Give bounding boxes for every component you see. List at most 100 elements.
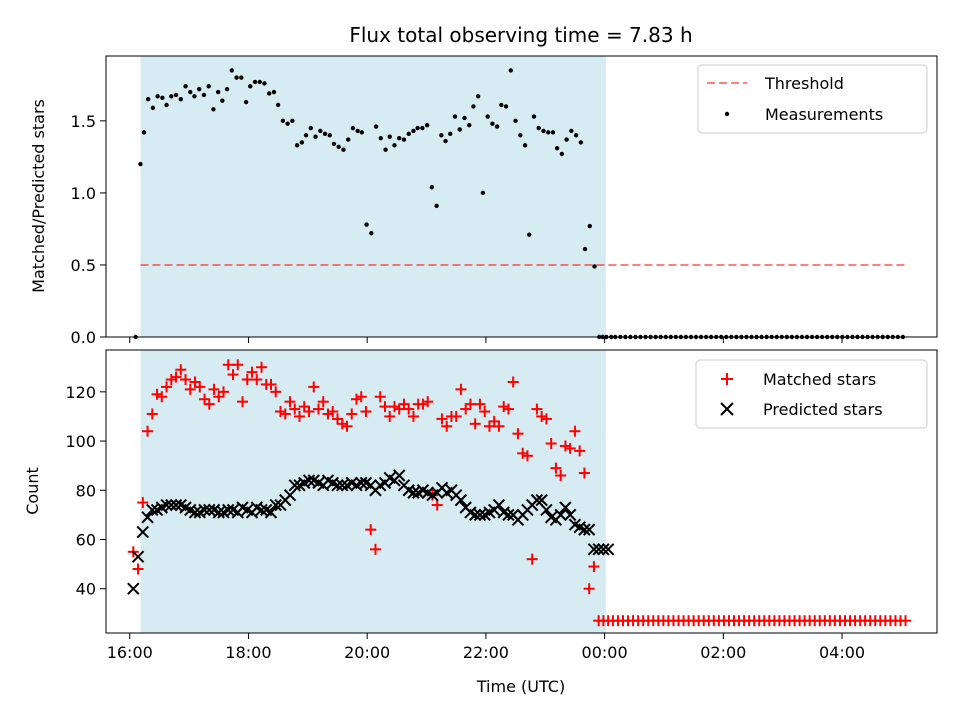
measurement-point — [434, 203, 439, 209]
matched-star-point — [555, 470, 567, 482]
matched-star-point — [142, 425, 154, 437]
measurement-point — [578, 140, 584, 145]
matched-star-point — [350, 393, 362, 405]
y-tick-label: 40 — [76, 580, 96, 599]
matched-star-point — [379, 401, 391, 413]
measurement-point — [355, 128, 360, 134]
measurement-point — [173, 92, 179, 98]
measurement-point — [267, 91, 272, 96]
matched-star-point — [574, 445, 586, 457]
predicted-star-point — [468, 508, 482, 522]
predicted-star-point — [355, 476, 368, 490]
predicted-star-point — [393, 469, 406, 482]
measurement-point — [234, 75, 239, 80]
measurement-point — [457, 127, 462, 132]
measurement-point — [531, 114, 537, 119]
measurement-point — [508, 68, 514, 73]
measurement-point — [318, 128, 323, 134]
predicted-star-point — [264, 506, 278, 519]
predicted-star-point — [141, 511, 154, 524]
measurement-point — [327, 133, 332, 138]
x-tick-label: 00:00 — [582, 643, 628, 662]
measurement-point — [322, 131, 328, 137]
top-shade-span — [140, 56, 606, 337]
matched-star-point — [588, 561, 600, 573]
measurement-point — [513, 118, 518, 124]
predicted-star-point — [559, 501, 572, 514]
measurement-point — [229, 68, 235, 73]
measurement-point — [224, 86, 230, 92]
predicted-star-point — [165, 498, 178, 512]
measurement-point — [373, 124, 379, 129]
y-tick-label: 60 — [76, 530, 96, 549]
x-tick-label: 18:00 — [225, 643, 271, 662]
measurement-point — [331, 141, 337, 147]
matched-star-point — [294, 410, 306, 422]
matched-star-point — [474, 398, 486, 410]
matched-star-point — [417, 398, 429, 410]
measurement-point — [411, 128, 416, 134]
matched-star-point — [308, 381, 320, 393]
bottom-legend: Matched stars Predicted stars — [695, 359, 928, 429]
measurement-point — [299, 140, 305, 145]
predicted-star-point — [587, 543, 601, 556]
matched-star-point — [464, 398, 476, 410]
x-tick-label: 22:00 — [463, 643, 509, 662]
measurement-point — [406, 131, 411, 137]
measurement-point — [397, 135, 402, 141]
predicted-star-point — [578, 523, 591, 536]
matched-star-point — [341, 420, 353, 432]
matched-star-point — [512, 428, 524, 440]
predicted-star-point — [255, 503, 268, 517]
predicted-star-point — [535, 493, 548, 507]
predicted-star-point — [288, 479, 301, 492]
top-ylabel: Matched/Predicted stars — [29, 99, 48, 293]
matched-star-point — [275, 406, 287, 418]
matched-star-point — [237, 396, 249, 408]
measurement-point — [546, 130, 551, 135]
top-legend: Threshold Measurements — [697, 64, 928, 134]
measurement-point — [554, 146, 560, 151]
legend-threshold-label: Threshold — [764, 74, 844, 93]
measurement-point — [573, 133, 579, 138]
predicted-star-point — [597, 543, 610, 556]
measurement-point — [448, 131, 453, 137]
predicted-star-point — [188, 506, 202, 519]
predicted-star-point — [331, 479, 344, 492]
matched-star-point — [322, 408, 334, 420]
matched-star-point — [303, 406, 315, 418]
matched-star-point — [384, 410, 396, 422]
measurement-point — [392, 143, 397, 148]
matched-star-point — [545, 438, 557, 450]
measurement-point — [420, 125, 425, 131]
matched-star-point — [441, 420, 453, 432]
measurement-point — [480, 190, 486, 196]
measurement-point — [536, 125, 541, 131]
measurement-point — [271, 89, 277, 95]
measurement-point — [160, 95, 165, 100]
matched-star-point — [279, 408, 291, 420]
matched-star-point — [132, 563, 144, 575]
matched-star-point — [374, 391, 386, 403]
measurement-point — [285, 121, 290, 126]
measurement-point — [541, 128, 546, 134]
matched-star-point — [289, 403, 301, 415]
legend-measurement-label: Measurements — [765, 105, 883, 124]
measurement-point — [467, 122, 472, 128]
matched-star-point — [388, 401, 400, 413]
matched-star-point — [422, 396, 434, 408]
measurement-point — [527, 232, 532, 237]
matched-star-point — [355, 391, 367, 403]
measurement-point — [336, 144, 341, 149]
predicted-star-point — [131, 550, 145, 563]
matched-star-point — [256, 361, 268, 373]
measurement-point — [243, 99, 249, 105]
matched-star-point — [241, 374, 253, 386]
matched-star-point — [540, 413, 552, 425]
x-tick-label: 04:00 — [819, 643, 865, 662]
predicted-star-point — [127, 582, 140, 595]
y-tick-label: 1.5 — [71, 112, 96, 131]
matched-star-point — [569, 425, 581, 437]
matched-star-point — [165, 374, 177, 386]
measurement-point — [401, 137, 407, 142]
